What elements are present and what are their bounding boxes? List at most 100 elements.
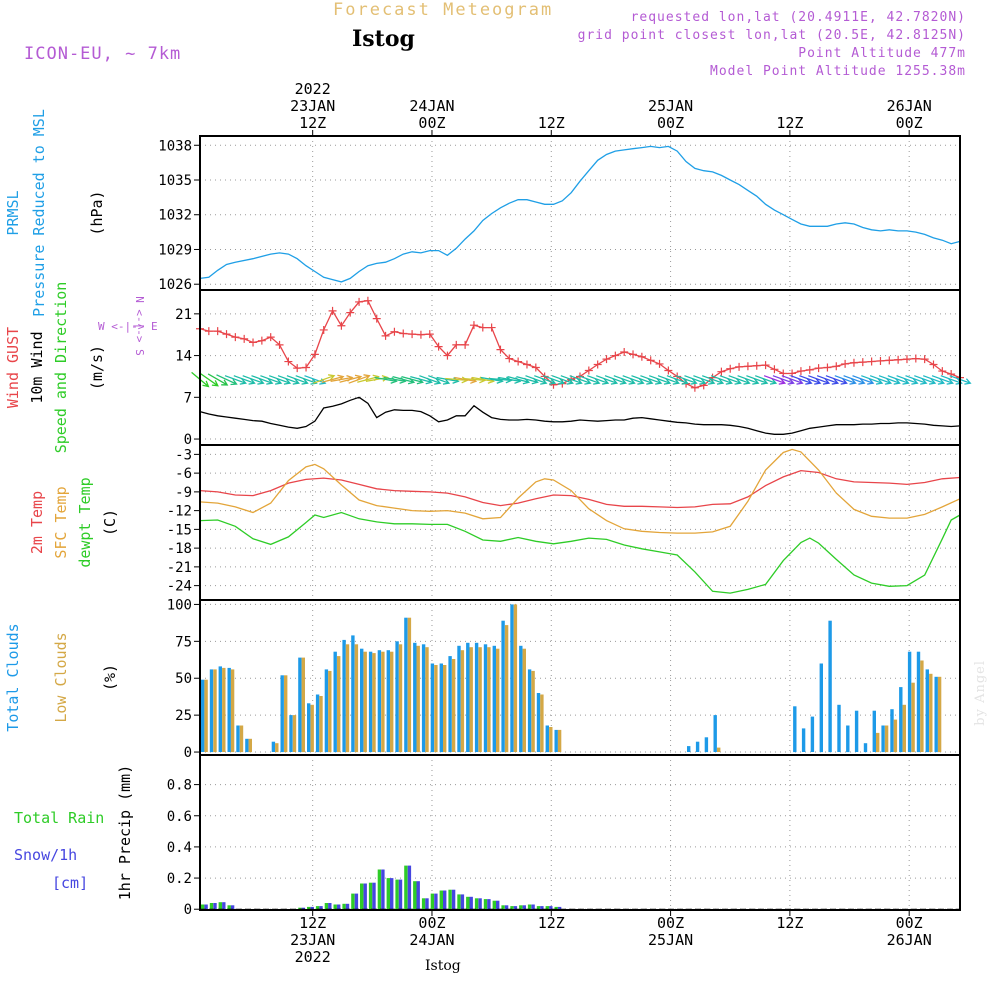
series-line-sfc-temp [199, 448, 961, 534]
gust-point [310, 350, 319, 359]
bar-total-clouds [854, 710, 859, 752]
y-tick-label: 21 [175, 307, 192, 323]
bar-low-clouds [310, 704, 314, 752]
gust-point [284, 357, 293, 366]
gust-point [408, 330, 417, 339]
wind-direction-arrow [931, 375, 954, 385]
y-tick-label: 50 [175, 671, 192, 687]
panel-frame [199, 754, 961, 911]
bar-total-clouds [448, 656, 452, 753]
y-tick-label: 100 [167, 597, 192, 613]
time-label-top: 2022 [295, 80, 331, 98]
panel-frame [199, 599, 961, 756]
wind-direction-arrow [728, 375, 751, 385]
bar-total-clouds [342, 639, 346, 753]
bar-total-clouds [351, 635, 355, 752]
bar-total-rain [492, 900, 496, 910]
bar-total-clouds [695, 741, 700, 752]
wind-direction-arrow [286, 375, 309, 385]
y-tick-label: 75 [175, 634, 192, 650]
bar-snow-1h [451, 889, 456, 910]
bar-total-rain [501, 905, 505, 910]
wind-direction-arrow [666, 375, 689, 385]
bar-snow-1h [390, 878, 394, 910]
gust-point [655, 359, 664, 368]
wind-direction-arrow [648, 375, 672, 385]
bar-snow-1h [540, 906, 544, 910]
bar-total-clouds [687, 746, 691, 752]
gust-point [602, 355, 611, 364]
gust-point [381, 331, 390, 340]
wind-direction-arrow [790, 375, 813, 385]
wind-direction-arrow [701, 375, 725, 385]
bar-total-clouds [899, 687, 903, 753]
time-label-top: 12Z [538, 114, 565, 132]
gust-point [372, 314, 381, 323]
series-line-10m-wind [199, 396, 961, 435]
bar-low-clouds [540, 694, 544, 753]
bar-total-clouds [519, 645, 523, 753]
bar-snow-1h [230, 905, 235, 910]
bar-snow-1h [222, 902, 226, 910]
gust-point [637, 352, 646, 361]
y-tick-label: 0 [184, 902, 192, 918]
bar-total-clouds [846, 725, 850, 753]
bar-snow-1h [443, 890, 447, 910]
bar-total-rain [333, 904, 337, 910]
wind-direction-arrow [428, 375, 451, 385]
bar-snow-1h [496, 900, 500, 910]
time-label-top: 00Z [657, 114, 684, 132]
wind-compass: W <-|-> EN <-|-> S [98, 296, 158, 356]
gust-point [487, 323, 496, 332]
panel-label: Pressure Reduced to MSL [30, 109, 48, 317]
y-tick-label: 1026 [158, 277, 192, 293]
gust-point [399, 329, 408, 338]
panel-label: (C) [101, 509, 119, 536]
time-label-bottom: 26JAN [887, 931, 932, 949]
precip-legend-label: Total Rain [14, 809, 104, 827]
bar-snow-1h [478, 898, 482, 910]
time-label-bottom: 24JAN [409, 931, 454, 949]
model-point-altitude: Model Point Altitude 1255.38m [710, 64, 966, 79]
time-label-bottom: 00Z [418, 914, 445, 932]
bar-total-rain [386, 878, 390, 910]
bar-total-clouds [934, 676, 938, 753]
y-tick-label: -12 [167, 504, 192, 520]
panel-precip: 0 0.2 0.4 0.6 0.8 Total Rain Snow/1h [cm] 1hr Pr… [14, 754, 961, 918]
gust-point [823, 363, 832, 372]
bar-total-clouds [554, 729, 558, 752]
panel-label: SFC Temp [52, 486, 70, 558]
bar-total-rain [448, 889, 452, 910]
wind-direction-arrow [313, 374, 336, 384]
time-label-top: 12Z [776, 114, 803, 132]
bar-low-clouds [425, 647, 429, 752]
bar-total-rain [227, 905, 231, 910]
y-tick-label: 1038 [158, 138, 192, 154]
bar-total-rain [342, 903, 346, 910]
bar-low-clouds [213, 669, 217, 753]
bar-low-clouds [460, 650, 465, 753]
panel-label: (m/s) [88, 345, 106, 390]
wind-direction-arrow [781, 375, 804, 385]
bar-snow-1h [425, 898, 429, 910]
wind-direction-arrow [613, 375, 636, 385]
y-tick-label: 0.2 [167, 871, 192, 887]
gust-point [770, 365, 779, 374]
y-tick-label: 0.8 [167, 778, 192, 794]
bar-low-clouds [248, 738, 252, 753]
gust-point [717, 367, 726, 376]
wind-direction-arrow [825, 375, 848, 385]
gust-point [876, 356, 885, 365]
wind-direction-arrow [551, 375, 574, 385]
gust-point [293, 364, 302, 373]
y-tick-label: -15 [167, 522, 192, 538]
wind-direction-arrow [569, 375, 592, 385]
gust-point [514, 357, 523, 366]
time-label-bottom: 2022 [295, 948, 331, 966]
wind-direction-arrow [604, 375, 627, 385]
gust-point [752, 361, 761, 370]
bar-total-clouds [713, 715, 717, 752]
bar-total-rain [201, 904, 205, 910]
bar-total-clouds [501, 620, 505, 753]
panel-label: 2m Temp [28, 491, 46, 554]
